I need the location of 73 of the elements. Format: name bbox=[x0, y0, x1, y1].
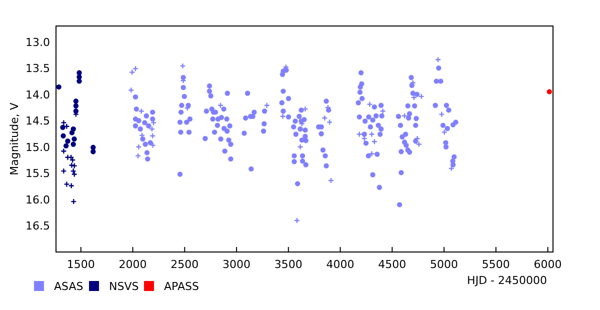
point bbox=[297, 144, 304, 150]
x-tick-label: 5500 bbox=[482, 258, 510, 271]
point bbox=[328, 177, 334, 184]
point bbox=[76, 78, 82, 84]
legend-label: ASAS bbox=[54, 280, 84, 293]
point bbox=[76, 70, 82, 76]
point bbox=[150, 132, 156, 139]
x-tick-label: 3500 bbox=[274, 258, 302, 271]
point bbox=[368, 150, 375, 157]
point bbox=[63, 143, 69, 148]
x-tick-label: 4500 bbox=[378, 258, 406, 271]
y-tick-label: 15.5 bbox=[26, 167, 50, 180]
x-tick-label: 1500 bbox=[66, 258, 95, 271]
y-tick-label: 15.0 bbox=[26, 140, 50, 154]
point bbox=[264, 102, 270, 108]
y-tick-label: 14.5 bbox=[26, 114, 50, 128]
point bbox=[68, 154, 74, 160]
point bbox=[136, 144, 142, 150]
point bbox=[441, 129, 448, 136]
y-axis-title: Magnitude, V bbox=[8, 102, 21, 176]
point bbox=[128, 87, 134, 94]
point bbox=[60, 120, 67, 126]
y-tick-label: 16.5 bbox=[26, 220, 50, 233]
point bbox=[65, 138, 70, 144]
point bbox=[132, 65, 139, 72]
point bbox=[60, 168, 67, 174]
point bbox=[366, 101, 373, 108]
point bbox=[438, 111, 445, 118]
point bbox=[302, 106, 308, 112]
point bbox=[280, 113, 286, 120]
point bbox=[60, 124, 66, 130]
x-tick-label: 4000 bbox=[326, 258, 354, 271]
point bbox=[71, 171, 78, 178]
y-tick-label: 16.0 bbox=[26, 193, 50, 206]
y-tick-label: 13.0 bbox=[26, 36, 50, 49]
point bbox=[546, 89, 552, 94]
point bbox=[148, 126, 156, 132]
point bbox=[294, 217, 300, 224]
x-axis-title: HJD - 2450000 bbox=[467, 274, 547, 287]
legend-label: APASS bbox=[164, 280, 199, 293]
point bbox=[371, 138, 378, 145]
x-tick-label: 2500 bbox=[170, 258, 199, 271]
point bbox=[56, 84, 62, 90]
point bbox=[60, 133, 66, 138]
point bbox=[217, 102, 224, 108]
x-tick-label: 5000 bbox=[430, 258, 458, 271]
point bbox=[70, 142, 76, 147]
point bbox=[73, 103, 79, 108]
x-tick-label: 3000 bbox=[222, 258, 251, 271]
point bbox=[129, 69, 136, 76]
y-tick-label: 13.5 bbox=[26, 62, 50, 76]
point bbox=[380, 108, 386, 114]
point bbox=[368, 131, 375, 138]
y-tick-label: 14.0 bbox=[26, 88, 50, 102]
point bbox=[180, 62, 186, 70]
point bbox=[73, 98, 79, 104]
point bbox=[401, 112, 408, 119]
x-tick-label: 2000 bbox=[118, 258, 147, 271]
point bbox=[448, 165, 455, 172]
x-tick-label: 6000 bbox=[534, 258, 562, 271]
point bbox=[72, 136, 77, 142]
point bbox=[418, 93, 424, 100]
point bbox=[138, 108, 144, 114]
point bbox=[416, 141, 422, 148]
point bbox=[90, 149, 96, 154]
point bbox=[60, 148, 67, 154]
point bbox=[70, 168, 76, 174]
point bbox=[70, 198, 77, 205]
point bbox=[70, 126, 76, 132]
point bbox=[134, 152, 142, 159]
point bbox=[434, 56, 442, 63]
legend-label: NSVS bbox=[109, 280, 139, 293]
point bbox=[150, 142, 156, 148]
